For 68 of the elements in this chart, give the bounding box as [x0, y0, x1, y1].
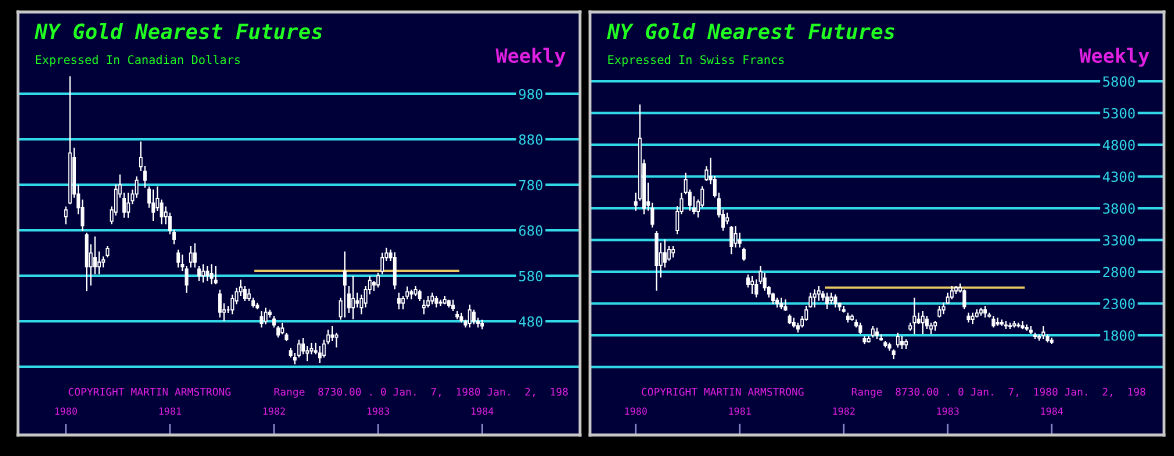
candlestick — [209, 264, 214, 285]
x-tick-label: 1982 — [833, 407, 855, 415]
y-tick-label: 2300 — [1103, 298, 1135, 310]
chart-title: NY Gold Nearest Futures — [606, 23, 895, 40]
annotation: Weekly — [1079, 47, 1150, 67]
y-tick-label: 880 — [519, 134, 543, 145]
x-tick-label: 1980 — [55, 407, 77, 415]
candlestick — [422, 299, 426, 315]
candlestick — [151, 189, 156, 222]
candlestick — [900, 336, 904, 350]
annotation: COPYRIGHT MARTIN ARMSTRONG — [68, 387, 231, 396]
candlestick — [671, 246, 676, 258]
candlestick — [663, 239, 667, 268]
y-tick-label: 5800 — [1103, 76, 1135, 87]
candlestick — [904, 339, 908, 350]
y-tick-label: 4300 — [1102, 171, 1135, 183]
candlestick — [342, 251, 347, 318]
y-tick-label: 1800 — [1103, 330, 1135, 341]
candlestick — [380, 252, 385, 275]
candlestick — [1033, 332, 1037, 340]
y-tick-label: 480 — [518, 316, 543, 327]
candlestick — [480, 319, 484, 330]
candlestick — [188, 246, 193, 268]
candlestick — [451, 299, 455, 312]
candlestick — [97, 251, 101, 275]
candlestick — [126, 192, 131, 218]
candlestick — [230, 294, 235, 315]
x-tick-label: 1983 — [937, 407, 959, 415]
x-tick-label: 1981 — [729, 407, 751, 415]
candlestick — [218, 289, 222, 318]
candlestick — [455, 311, 460, 320]
x-tick-label: 1982 — [263, 407, 285, 415]
y-tick-label: 4800 — [1102, 139, 1135, 151]
candlestick — [159, 199, 164, 225]
y-tick-label: 3800 — [1103, 203, 1135, 214]
y-tick-label: 980 — [519, 88, 543, 100]
annotation: Range 8730.00 . 0 Jan. 7, 1980 Jan. 2, 198 — [274, 387, 568, 398]
y-tick-label: 780 — [519, 179, 543, 191]
y-tick-label: 5300 — [1103, 107, 1135, 119]
candlestick — [1008, 322, 1012, 330]
candlestick — [134, 176, 139, 198]
candlestick — [193, 243, 197, 268]
annotation: COPYRIGHT MARTIN ARMSTRONG — [641, 387, 804, 396]
text: Expressed In Swiss Francs — [608, 54, 784, 67]
x-tick-label: 1980 — [625, 407, 647, 415]
candlestick — [467, 304, 472, 328]
annotation: Range 8730.00 . 0 Jan. 7, 1980 Jan. 2, 198 — [851, 387, 1146, 398]
text: Expressed In Canadian Dollars — [36, 54, 240, 67]
y-tick-label: 680 — [519, 225, 543, 236]
candlestick — [912, 297, 917, 335]
candlestick — [920, 311, 925, 335]
annotation: Weekly — [495, 47, 566, 67]
candlestick — [733, 226, 738, 248]
candlestick — [729, 226, 734, 255]
x-tick-label: 1981 — [159, 407, 181, 415]
candlestick — [351, 276, 355, 320]
x-tick-label: 1983 — [367, 407, 390, 415]
candlestick — [93, 236, 97, 275]
candlestick — [1004, 321, 1008, 330]
y-tick-label: 2800 — [1103, 266, 1135, 278]
chart-title: NY Gold Nearest Futures — [34, 23, 322, 40]
x-tick-label: 1984 — [1041, 407, 1063, 415]
y-tick-label: 3300 — [1103, 235, 1135, 246]
x-tick-label: 1984 — [471, 407, 494, 415]
y-tick-label: 580 — [519, 270, 543, 282]
candlestick — [397, 292, 401, 310]
candlestick — [184, 266, 189, 293]
candlestick — [1029, 326, 1033, 335]
